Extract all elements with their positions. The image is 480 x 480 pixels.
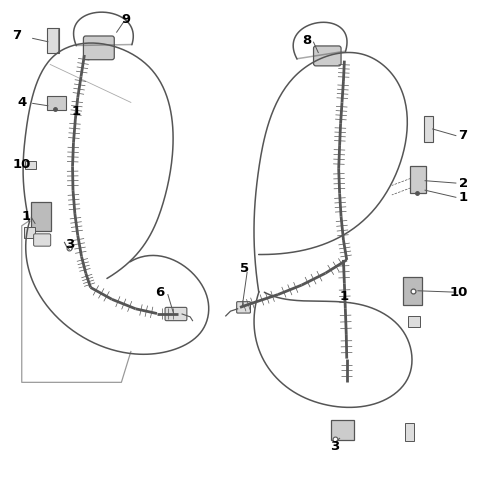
Text: 1: 1 [22, 210, 31, 223]
Text: 10: 10 [449, 286, 468, 299]
Text: 7: 7 [12, 29, 22, 43]
FancyBboxPatch shape [313, 46, 341, 66]
FancyBboxPatch shape [24, 227, 35, 238]
Text: 1: 1 [340, 290, 349, 303]
Text: 3: 3 [330, 440, 339, 453]
FancyBboxPatch shape [48, 28, 59, 53]
FancyBboxPatch shape [424, 116, 433, 142]
Text: 9: 9 [121, 13, 131, 26]
FancyBboxPatch shape [165, 307, 187, 321]
Text: 1: 1 [458, 191, 468, 204]
Text: 4: 4 [17, 96, 26, 109]
Text: 5: 5 [240, 262, 249, 275]
FancyBboxPatch shape [34, 234, 51, 246]
Text: 1: 1 [72, 106, 81, 119]
Text: 7: 7 [458, 129, 468, 142]
Text: 6: 6 [155, 286, 164, 299]
Text: 10: 10 [12, 157, 31, 170]
FancyBboxPatch shape [48, 96, 66, 110]
FancyBboxPatch shape [237, 301, 251, 313]
FancyBboxPatch shape [405, 423, 414, 441]
FancyBboxPatch shape [31, 202, 51, 231]
Text: 2: 2 [458, 177, 468, 190]
FancyBboxPatch shape [403, 277, 422, 304]
Text: 3: 3 [65, 238, 74, 251]
FancyBboxPatch shape [84, 36, 114, 60]
Text: 8: 8 [302, 34, 311, 47]
FancyBboxPatch shape [25, 161, 36, 169]
FancyBboxPatch shape [410, 166, 425, 193]
FancyBboxPatch shape [331, 420, 354, 440]
FancyBboxPatch shape [408, 316, 420, 327]
